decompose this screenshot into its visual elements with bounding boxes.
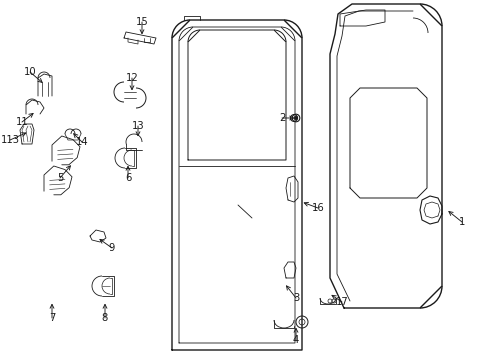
Text: 7: 7: [49, 313, 55, 323]
Text: 5: 5: [57, 173, 63, 183]
Text: 4: 4: [292, 335, 299, 345]
Text: 12: 12: [125, 73, 138, 83]
Text: 6: 6: [124, 173, 131, 183]
Text: 3: 3: [292, 293, 299, 303]
Text: 10: 10: [23, 67, 36, 77]
Text: 17: 17: [335, 297, 347, 307]
Text: 13: 13: [131, 121, 144, 131]
Text: 14: 14: [76, 137, 88, 147]
Circle shape: [294, 116, 297, 120]
Text: 16: 16: [311, 203, 324, 213]
Text: 15: 15: [135, 17, 148, 27]
Text: 2: 2: [278, 113, 285, 123]
Text: 9: 9: [109, 243, 115, 253]
Text: 11: 11: [16, 117, 28, 127]
Text: 113: 113: [0, 135, 20, 145]
Text: 8: 8: [102, 313, 108, 323]
Text: 1: 1: [458, 217, 464, 227]
